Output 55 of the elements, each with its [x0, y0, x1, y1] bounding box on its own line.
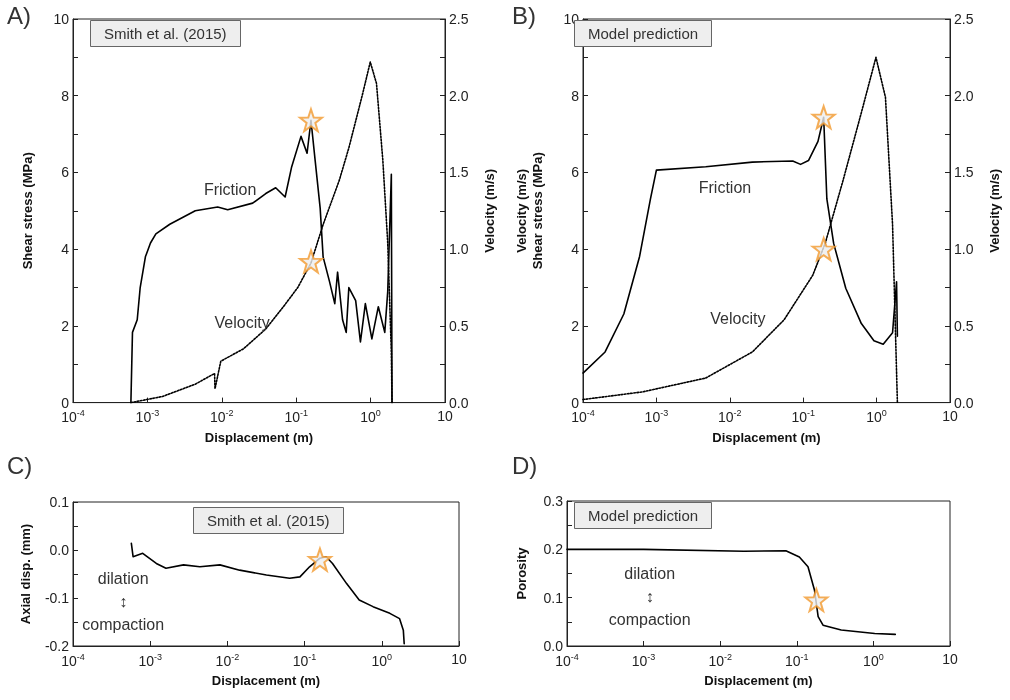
- x-axis-title: Displacement (m): [211, 672, 321, 688]
- chart-title: B): [512, 1, 536, 29]
- y-tick-label: 2: [571, 317, 580, 334]
- x-axis-title: Displacement (m): [704, 672, 813, 688]
- y2-tick-label: 1.5: [954, 164, 974, 181]
- y-tick-label: 8: [61, 87, 70, 104]
- y2-tick-label: 1.0: [954, 241, 974, 258]
- y-tick-label: 2: [61, 317, 70, 334]
- y-tick-label: -0.1: [44, 590, 70, 606]
- y-axis-title: Velocity (m/s) Shear stress (MPa): [513, 152, 545, 270]
- y2-tick-label: 1.5: [449, 164, 469, 181]
- y-tick-label: 8: [571, 87, 580, 104]
- x-tick-label: 10: [942, 651, 958, 667]
- y-tick-label: 0.0: [543, 638, 564, 654]
- annotation: Friction: [203, 181, 257, 199]
- y-tick-label: -0.2: [44, 638, 70, 654]
- y-tick-label: 6: [61, 164, 70, 181]
- y-tick-label: 10: [53, 11, 70, 27]
- y2-tick-label: 0.5: [954, 317, 974, 334]
- chart-subtitle: Model prediction: [588, 507, 699, 524]
- y-axis-title: Shear stress (MPa): [19, 152, 35, 270]
- y2-tick-label: 2.0: [954, 87, 974, 104]
- y-tick-label: 0.3: [543, 493, 564, 509]
- chart-title: A): [7, 1, 31, 29]
- chart-title: D): [512, 451, 538, 479]
- y2-tick-label: 2.0: [449, 87, 469, 104]
- y-tick-label: 4: [61, 241, 70, 258]
- annotation: dilation ↕ compaction: [608, 565, 691, 629]
- y-tick-label: 0: [571, 394, 580, 411]
- y2-axis-title: Velocity (m/s): [986, 168, 1002, 253]
- y-tick-label: 0.1: [543, 589, 564, 606]
- x-axis-title: Displacement (m): [204, 429, 314, 445]
- text: Smith et al. (2015): [207, 512, 330, 529]
- x-axis-title: Displacement (m): [712, 429, 821, 445]
- y-tick-label: 0.0: [49, 542, 70, 558]
- chart-subtitle: Model prediction: [588, 25, 699, 42]
- y-tick-label: 6: [571, 164, 580, 181]
- y-axis-title: Porosity: [513, 546, 529, 600]
- y2-tick-label: 0.5: [449, 317, 469, 334]
- y2-tick-label: 2.5: [954, 11, 974, 27]
- y-axis-title: Axial disp. (mm): [18, 523, 34, 625]
- y2-tick-label: 2.5: [449, 11, 469, 27]
- y-tick-label: 0: [61, 394, 70, 411]
- chart-title: C): [7, 451, 33, 479]
- annotation: Velocity: [214, 314, 270, 332]
- y2-tick-label: 1.0: [449, 241, 469, 258]
- x-tick-label: 10: [451, 651, 467, 667]
- y-tick-label: 0.1: [49, 494, 70, 510]
- y2-axis-title: Velocity (m/s): [481, 168, 497, 253]
- y-tick-label: 0.2: [543, 541, 564, 558]
- chart-subtitle: Smith et al. (2015): [104, 25, 227, 42]
- y-tick-label: 4: [571, 241, 580, 258]
- annotation: Velocity: [710, 309, 766, 327]
- annotation: Friction: [698, 178, 752, 196]
- annotation: dilation ↕ compaction: [82, 569, 165, 633]
